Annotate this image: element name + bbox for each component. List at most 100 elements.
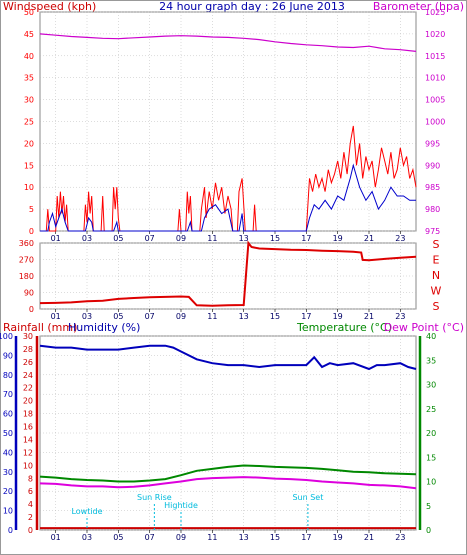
temperature-ticks: 0 5 10 15 20 25 30 35 40 [426, 332, 436, 535]
humidity-tick-label: 20 [3, 487, 13, 496]
humidity-tick-label: 50 [3, 429, 13, 438]
hour-tick-label: 07 [145, 312, 155, 321]
rain-tick-label: 24 [23, 371, 33, 380]
barometer-series [39, 33, 417, 52]
direction-tick-label: 360 [19, 239, 34, 248]
rainfall-axis-label: Rainfall (mm) [3, 321, 77, 334]
direction-grid [40, 242, 416, 310]
barometer-tick-label: 1005 [425, 96, 445, 105]
hour-tick-label: 13 [239, 234, 249, 243]
wind-tick-label: 50 [24, 8, 34, 17]
direction-tick-label: 180 [19, 272, 34, 281]
barometer-right-ticks: 975 980 985 990 995 1000 1005 1010 1015 1020 1025 [425, 8, 445, 236]
wind-tick-label: 30 [24, 96, 34, 105]
wind-tick-label: 45 [24, 30, 34, 39]
hour-tick-label: 03 [82, 312, 92, 321]
hour-tick-label: 09 [176, 533, 186, 542]
barometer-tick-label: 1015 [425, 52, 445, 61]
wind-tick-label: 5 [29, 205, 34, 214]
temperature-tick-label: 25 [426, 405, 436, 414]
compass-label: N [432, 269, 440, 282]
barometer-tick-label: 985 [425, 183, 440, 192]
rain-tick-label: 4 [28, 500, 33, 509]
humidity-tick-label: 30 [3, 468, 13, 477]
hour-tick-label: 11 [207, 533, 217, 542]
annotation-label: Sun Rise [137, 493, 172, 502]
wind-tick-label: 0 [29, 227, 34, 236]
humidity-tick-label: 10 [3, 507, 13, 516]
wind-tick-label: 15 [24, 161, 34, 170]
hour-tick-label: 19 [333, 312, 343, 321]
hour-tick-label: 19 [333, 234, 343, 243]
hour-tick-label: 09 [176, 312, 186, 321]
wind-left-ticks: 0 5 10 15 20 25 30 35 40 45 50 [24, 8, 34, 236]
hour-tick-label: 15 [270, 234, 280, 243]
wind-tick-label: 20 [24, 139, 34, 148]
dewpoint-axis-label: Dew Point (°C) [384, 321, 464, 334]
barometer-tick-label: 975 [425, 227, 440, 236]
temperature-tick-label: 40 [426, 332, 436, 341]
hour-tick-label: 01 [51, 234, 61, 243]
direction-left-ticks: 0 90 180 270 360 [19, 239, 34, 314]
compass-label: W [431, 285, 442, 298]
graph-title: 24 hour graph day : 26 June 2013 [159, 0, 345, 13]
rain-tick-label: 30 [23, 332, 33, 341]
hour-tick-label: 03 [82, 533, 92, 542]
rain-tick-label: 6 [28, 487, 33, 496]
rain-tick-label: 26 [23, 358, 33, 367]
rain-tick-label: 10 [23, 461, 33, 470]
hour-tick-label: 13 [239, 312, 249, 321]
hour-tick-label: 21 [364, 312, 374, 321]
hour-tick-label: 13 [239, 533, 249, 542]
annotation-label: Sun Set [292, 493, 323, 502]
hour-tick-label: 05 [113, 234, 123, 243]
humidity-ticks: 0 10 20 30 40 50 60 70 80 90 100 [0, 332, 13, 535]
hour-tick-label: 11 [207, 312, 217, 321]
humidity-tick-label: 0 [8, 526, 13, 535]
hour-tick-label: 15 [270, 533, 280, 542]
hour-tick-label: 23 [395, 234, 405, 243]
humidity-tick-label: 60 [3, 410, 13, 419]
hour-tick-label: 17 [301, 234, 311, 243]
wind-speed-series [40, 125, 417, 232]
hour-tick-label: 21 [364, 533, 374, 542]
hour-tick-label: 01 [51, 533, 61, 542]
hour-tick-label: 21 [364, 234, 374, 243]
compass-label: S [433, 300, 440, 313]
wind-grid [40, 11, 416, 232]
rain-tick-label: 0 [28, 526, 33, 535]
wind-tick-label: 40 [24, 52, 34, 61]
barometer-tick-label: 1025 [425, 8, 445, 17]
hour-tick-label: 01 [51, 312, 61, 321]
hour-tick-label: 11 [207, 234, 217, 243]
direction-tick-label: 270 [19, 256, 34, 265]
temperature-tick-label: 30 [426, 381, 436, 390]
compass-label: S [433, 238, 440, 251]
temperature-tick-label: 15 [426, 453, 436, 462]
climate-grid [14, 335, 422, 531]
hour-tick-label: 05 [113, 533, 123, 542]
wind-tick-label: 25 [24, 118, 34, 127]
hour-tick-label: 19 [333, 533, 343, 542]
humidity-axis-label: Humidity (%) [68, 321, 140, 334]
barometer-tick-label: 1000 [425, 118, 445, 127]
hour-tick-label: 09 [176, 234, 186, 243]
wind-tick-label: 35 [24, 74, 34, 83]
rain-tick-label: 14 [23, 435, 33, 444]
humidity-tick-label: 80 [3, 371, 13, 380]
hour-tick-label: 17 [301, 533, 311, 542]
wind-tick-label: 10 [24, 183, 34, 192]
rain-tick-label: 28 [23, 345, 33, 354]
hour-tick-label: 07 [145, 234, 155, 243]
hour-tick-label: 07 [145, 533, 155, 542]
hour-tick-label: 15 [270, 312, 280, 321]
humidity-tick-label: 100 [0, 332, 13, 341]
temperature-series [39, 464, 417, 483]
rain-tick-label: 8 [28, 474, 33, 483]
direction-tick-label: 0 [29, 305, 34, 314]
